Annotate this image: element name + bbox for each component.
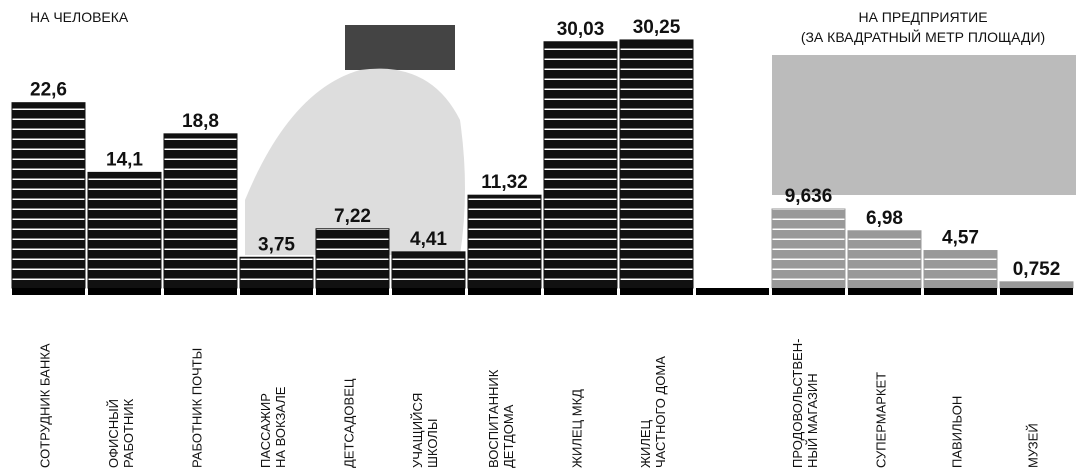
photo-bin — [345, 25, 455, 70]
value-label: 30,03 — [557, 19, 605, 40]
baseline — [544, 288, 617, 295]
baseline — [164, 288, 237, 295]
group-title: НА ЧЕЛОВЕКА — [30, 9, 129, 25]
bar — [87, 171, 162, 289]
baseline — [924, 288, 997, 295]
bar — [847, 230, 922, 289]
category-label: ЧАСТНОГО ДОМА — [653, 356, 668, 468]
baseline — [392, 288, 465, 295]
bar — [391, 251, 466, 289]
bar — [543, 41, 618, 289]
photo — [772, 55, 1076, 195]
value-label: 7,22 — [334, 206, 371, 227]
category-label: СОТРУДНИК БАНКА — [37, 343, 52, 468]
category-label: МУЗЕЙ — [1025, 423, 1040, 468]
value-label: 4,41 — [410, 229, 447, 250]
value-label: 6,98 — [866, 208, 903, 229]
baseline — [1000, 288, 1073, 295]
category-label: ЖИЛЕЦ — [638, 419, 653, 468]
bar — [315, 228, 390, 289]
value-label: 4,57 — [942, 228, 979, 249]
value-label: 11,32 — [481, 172, 528, 193]
bar — [163, 133, 238, 289]
value-label: 3,75 — [258, 234, 295, 255]
bar — [923, 250, 998, 289]
bar — [11, 102, 86, 289]
baseline — [848, 288, 921, 295]
value-label: 0,752 — [1013, 259, 1061, 280]
category-label: ШКОЛЫ — [425, 419, 440, 468]
baseline — [12, 288, 85, 295]
baseline — [240, 288, 313, 295]
category-label: РАБОТНИК — [121, 398, 136, 468]
bar — [999, 281, 1074, 289]
category-label: ВОСПИТАННИК — [486, 369, 501, 468]
category-label: РАБОТНИК ПОЧТЫ — [189, 348, 204, 468]
category-label: ПРОДОВОЛЬСТВЕН- — [790, 339, 805, 468]
baseline — [696, 288, 769, 295]
category-label: ЖИЛЕЦ МКД — [569, 389, 584, 468]
bar — [467, 194, 542, 289]
baseline — [620, 288, 693, 295]
value-label: 18,8 — [182, 111, 219, 132]
category-label: СУПЕРМАРКЕТ — [873, 372, 888, 468]
value-label: 30,25 — [633, 17, 681, 38]
bar — [771, 208, 846, 289]
group-subtitle: (ЗА КВАДРАТНЫЙ МЕТР ПЛОЩАДИ) — [801, 28, 1045, 45]
category-label: НА ВОКЗАЛЕ — [273, 386, 288, 468]
bar — [239, 256, 314, 289]
baseline — [316, 288, 389, 295]
baseline — [772, 288, 845, 295]
category-label: НЫЙ МАГАЗИН — [805, 373, 820, 468]
category-label: ОФИСНЫЙ — [106, 399, 121, 468]
category-label: ПАССАЖИР — [258, 393, 273, 468]
bar — [619, 39, 694, 289]
category-label: УЧАЩИЙСЯ — [410, 393, 425, 468]
category-label: ДЕТДОМА — [501, 404, 516, 468]
baseline — [88, 288, 161, 295]
group-title: НА ПРЕДПРИЯТИЕ — [858, 9, 987, 25]
value-label: 9,636 — [785, 186, 833, 207]
baseline — [468, 288, 541, 295]
value-label: 14,1 — [106, 149, 143, 170]
category-label: ДЕТСАДОВЕЦ — [341, 378, 356, 468]
category-label: ПАВИЛЬОН — [949, 396, 964, 468]
value-label: 22,6 — [30, 80, 67, 101]
photo-bag — [245, 68, 465, 255]
